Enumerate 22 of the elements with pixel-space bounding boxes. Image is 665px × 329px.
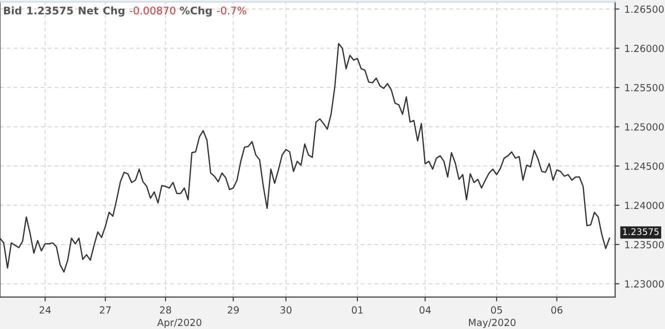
x-tick-label: 29 — [228, 306, 239, 314]
chart-title: Bid 1.23575 Net Chg -0.00870 %Chg -0.7% — [4, 6, 246, 17]
x-tick-label: 04 — [420, 306, 431, 314]
text: 1.23575 — [623, 228, 659, 236]
y-tick-label: 1.24500 — [625, 162, 664, 170]
y-tick-label: 1.25500 — [625, 84, 664, 92]
text: May/2020 — [468, 318, 516, 328]
y-tick-label: 1.24000 — [625, 202, 664, 210]
y-tick-label: 1.25000 — [625, 123, 664, 131]
text: Apr/2020 — [157, 318, 202, 328]
x-tick-label: 27 — [100, 306, 111, 314]
y-tick-label: 1.23000 — [625, 280, 664, 288]
x-tick-label: 30 — [280, 306, 292, 314]
y-tick-label: 1.26000 — [625, 44, 664, 52]
y-tick-label: 1.23500 — [625, 240, 664, 248]
x-tick-label: 05 — [491, 306, 502, 314]
line-series — [0, 42, 610, 273]
x-tick-label: 06 — [551, 306, 562, 314]
x-tick-label: 01 — [352, 306, 363, 314]
x-tick-label: 24 — [40, 306, 51, 314]
x-tick-label: 28 — [160, 306, 172, 314]
y-tick-label: 1.26500 — [625, 6, 664, 13]
